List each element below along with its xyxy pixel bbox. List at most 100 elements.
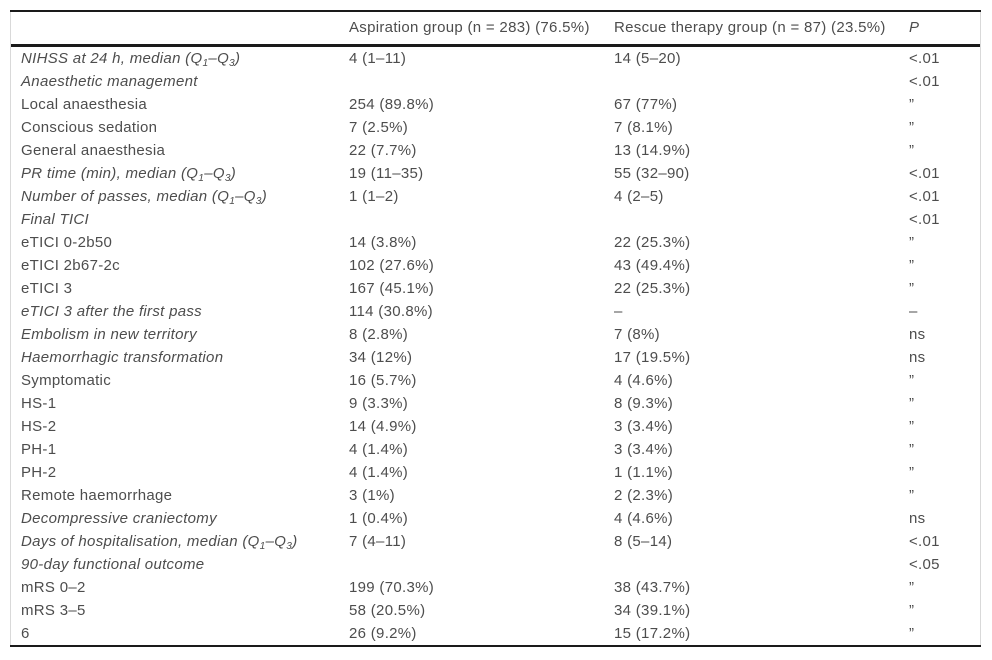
table-row: 90-day functional outcome <.05 — [11, 553, 980, 576]
rescue-value: 3 (3.4%) — [614, 441, 674, 458]
p-value: ” — [909, 464, 915, 481]
row-label: HS-2 — [21, 418, 57, 435]
table-top-rule — [10, 10, 981, 12]
table-row: Remote haemorrhage 3 (1%) 2 (2.3%) ” — [11, 484, 980, 507]
rescue-value: 13 (14.9%) — [614, 142, 691, 159]
p-value: <.01 — [909, 73, 940, 90]
rescue-value: 17 (19.5%) — [614, 349, 691, 366]
table-row: Haemorrhagic transformation 34 (12%) 17 … — [11, 346, 980, 369]
row-label: Local anaesthesia — [21, 96, 148, 113]
row-label: Final TICI — [21, 211, 90, 228]
table-row: Symptomatic 16 (5.7%) 4 (4.6%) ” — [11, 369, 980, 392]
p-value: ns — [909, 326, 926, 343]
aspiration-value: 8 (2.8%) — [349, 326, 409, 343]
rescue-value: 67 (77%) — [614, 96, 678, 113]
table-row: mRS 3–5 58 (20.5%) 34 (39.1%) ” — [11, 599, 980, 622]
rescue-value — [614, 553, 909, 576]
aspiration-value: 34 (12%) — [349, 349, 413, 366]
row-label: Haemorrhagic transformation — [21, 349, 224, 366]
table-row: PR time (min), median (Q1–Q3) 19 (11–35)… — [11, 162, 980, 185]
row-label: mRS 3–5 — [21, 602, 86, 619]
p-value: ” — [909, 280, 915, 297]
aspiration-value: 58 (20.5%) — [349, 602, 426, 619]
table-row: Final TICI <.01 — [11, 208, 980, 231]
p-value: <.01 — [909, 211, 940, 228]
aspiration-value: 14 (3.8%) — [349, 234, 417, 251]
row-label: eTICI 2b67-2c — [21, 257, 120, 274]
row-label: Days of hospitalisation, median (Q1–Q3) — [21, 533, 298, 552]
table-row: eTICI 3 167 (45.1%) 22 (25.3%) ” — [11, 277, 980, 300]
aspiration-value: 7 (2.5%) — [349, 119, 409, 136]
aspiration-value: 4 (1–11) — [349, 50, 407, 67]
row-label: Anaesthetic management — [21, 73, 198, 90]
row-label: eTICI 3 — [21, 280, 73, 297]
aspiration-value: 254 (89.8%) — [349, 96, 435, 113]
rescue-value: 14 (5–20) — [614, 50, 681, 67]
rescue-value: 22 (25.3%) — [614, 234, 691, 251]
aspiration-value: 7 (4–11) — [349, 533, 407, 550]
table-row: eTICI 2b67-2c 102 (27.6%) 43 (49.4%) ” — [11, 254, 980, 277]
table-row: Anaesthetic management <.01 — [11, 70, 980, 93]
table-row: General anaesthesia 22 (7.7%) 13 (14.9%)… — [11, 139, 980, 162]
aspiration-value: 16 (5.7%) — [349, 372, 417, 389]
rescue-value: – — [614, 303, 623, 320]
rescue-value: 8 (9.3%) — [614, 395, 674, 412]
aspiration-value: 19 (11–35) — [349, 165, 424, 182]
table-row: PH-1 4 (1.4%) 3 (3.4%) ” — [11, 438, 980, 461]
rescue-value: 43 (49.4%) — [614, 257, 691, 274]
rescue-value: 38 (43.7%) — [614, 579, 691, 596]
table-row: NIHSS at 24 h, median (Q1–Q3) 4 (1–11) 1… — [11, 47, 980, 70]
row-label: PH-1 — [21, 441, 57, 458]
table-row: PH-2 4 (1.4%) 1 (1.1%) ” — [11, 461, 980, 484]
row-label: eTICI 3 after the first pass — [21, 303, 202, 320]
p-value: <.01 — [909, 188, 940, 205]
row-label: Symptomatic — [21, 372, 111, 389]
rescue-value: 7 (8%) — [614, 326, 660, 343]
rescue-value: 22 (25.3%) — [614, 280, 691, 297]
table-row: Number of passes, median (Q1–Q3) 1 (1–2)… — [11, 185, 980, 208]
p-value: <.01 — [909, 533, 940, 550]
p-value: ns — [909, 510, 926, 527]
rescue-value: 1 (1.1%) — [614, 464, 674, 481]
table-inner: Aspiration group (n = 283) (76.5%) Rescu… — [10, 12, 981, 645]
p-value: ” — [909, 418, 915, 435]
aspiration-value: 26 (9.2%) — [349, 625, 417, 642]
column-header-p-value: P — [909, 19, 920, 36]
aspiration-value: 4 (1.4%) — [349, 464, 409, 481]
p-value: ” — [909, 602, 915, 619]
table-row: eTICI 3 after the first pass 114 (30.8%)… — [11, 300, 980, 323]
row-label: PR time (min), median (Q1–Q3) — [21, 165, 237, 184]
aspiration-value: 9 (3.3%) — [349, 395, 409, 412]
table-row: HS-1 9 (3.3%) 8 (9.3%) ” — [11, 392, 980, 415]
p-value: ” — [909, 487, 915, 504]
column-header-aspiration-group: Aspiration group (n = 283) (76.5%) — [349, 19, 590, 36]
table-header-rule — [11, 44, 980, 47]
aspiration-value — [349, 208, 614, 231]
table-header-row: Aspiration group (n = 283) (76.5%) Rescu… — [11, 12, 980, 44]
rescue-value: 2 (2.3%) — [614, 487, 674, 504]
rescue-value — [614, 208, 909, 231]
rescue-value: 3 (3.4%) — [614, 418, 674, 435]
clinical-outcomes-table: Aspiration group (n = 283) (76.5%) Rescu… — [10, 10, 981, 647]
p-value: ” — [909, 372, 915, 389]
rescue-value: 4 (4.6%) — [614, 510, 674, 527]
aspiration-value: 167 (45.1%) — [349, 280, 435, 297]
p-value: ” — [909, 234, 915, 251]
rescue-value: 8 (5–14) — [614, 533, 673, 550]
aspiration-value: 22 (7.7%) — [349, 142, 417, 159]
p-value: ” — [909, 395, 915, 412]
p-value: ” — [909, 579, 915, 596]
aspiration-value: 1 (0.4%) — [349, 510, 409, 527]
table-row: Conscious sedation 7 (2.5%) 7 (8.1%) ” — [11, 116, 980, 139]
p-value: ” — [909, 96, 915, 113]
rescue-value: 4 (4.6%) — [614, 372, 674, 389]
p-value: <.01 — [909, 50, 940, 67]
row-label: Conscious sedation — [21, 119, 158, 136]
table-bottom-rule — [10, 645, 981, 647]
rescue-value: 34 (39.1%) — [614, 602, 691, 619]
aspiration-value: 114 (30.8%) — [349, 303, 433, 320]
column-header-variable — [11, 12, 349, 44]
table-row: HS-2 14 (4.9%) 3 (3.4%) ” — [11, 415, 980, 438]
row-label: Remote haemorrhage — [21, 487, 173, 504]
p-value: <.05 — [909, 556, 940, 573]
